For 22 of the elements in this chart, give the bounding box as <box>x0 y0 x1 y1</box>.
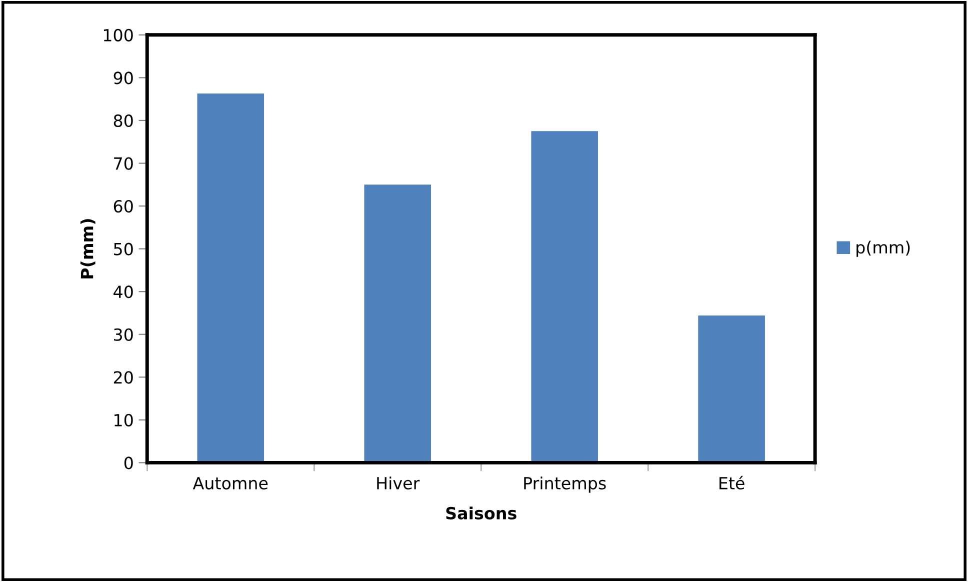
x-axis-title: Saisons <box>446 506 516 520</box>
x-tick-label: Printemps <box>524 476 606 493</box>
bar <box>364 184 431 463</box>
bar <box>531 131 598 463</box>
x-tick-label: Hiver <box>377 476 420 490</box>
x-tick-label: Eté <box>720 476 744 490</box>
bar <box>197 94 264 463</box>
y-tick-label: 50 <box>114 242 133 256</box>
y-tick-label: 60 <box>114 200 133 213</box>
y-tick-label: 100 <box>104 28 133 42</box>
y-tick-label: 80 <box>114 114 133 128</box>
y-tick-label: 20 <box>114 371 133 384</box>
y-axis-title: P(mm) <box>80 219 96 278</box>
y-tick-label: 40 <box>114 286 133 298</box>
bar <box>698 316 765 463</box>
y-tick-label: 0 <box>124 456 133 470</box>
y-tick-label: 70 <box>114 157 133 170</box>
x-tick-label: Automne <box>192 477 268 490</box>
y-tick-label: 10 <box>114 414 133 426</box>
y-tick-label: 30 <box>114 328 133 341</box>
legend-label: p(mm) <box>856 240 910 257</box>
y-tick-label: 90 <box>114 72 133 84</box>
